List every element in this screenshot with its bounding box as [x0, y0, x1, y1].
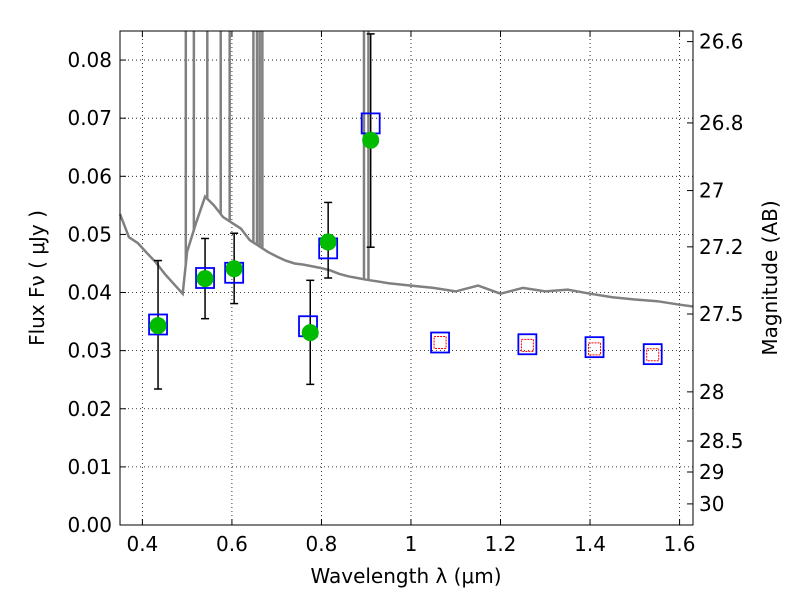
x-tick-label: 0.8 [306, 532, 338, 556]
observed-point [319, 233, 337, 251]
model-square-marker [642, 343, 663, 366]
y-tick-label: 0.05 [67, 222, 112, 246]
model-square-marker [195, 267, 215, 289]
y-axis-ticks: 0.00 0.01 0.02 0.03 0.04 0.05 0.06 0.07 0.08 [67, 48, 126, 537]
magnitude-tick-label: 26.6 [699, 30, 744, 54]
observed-point [301, 324, 319, 342]
y-axis-label: Flux Fν ( μJy ) [25, 210, 49, 346]
magnitude-tick-label: 27.5 [699, 302, 744, 326]
magnitude-tick-label: 29 [699, 460, 724, 484]
model-spectrum [118, 31, 694, 308]
magnitude-tick-label: 27.2 [699, 235, 744, 259]
x-tick-label: 1 [405, 532, 418, 556]
x-axis-ticks: 0.4 0.6 0.8 1 1.2 1.4 1.6 [126, 31, 695, 556]
prediction-square-marker [588, 342, 602, 356]
magnitude-tick-label: 28 [699, 380, 724, 404]
prediction-square-marker [433, 336, 447, 350]
x-tick-label: 1.4 [574, 532, 606, 556]
prediction-square-marker [520, 338, 534, 352]
model-square-marker [430, 331, 450, 354]
y-tick-label: 0.02 [67, 397, 112, 421]
observed-point [196, 270, 214, 288]
x-tick-label: 0.4 [126, 532, 158, 556]
y-tick-label: 0.00 [67, 513, 112, 537]
y-tick-label: 0.03 [67, 339, 112, 363]
y-tick-label: 0.08 [67, 48, 112, 72]
magnitude-tick-label: 26.8 [699, 111, 744, 135]
y-tick-label: 0.06 [67, 164, 112, 188]
magnitude-axis-label: Magnitude (AB) [758, 200, 782, 355]
x-tick-label: 0.6 [216, 532, 248, 556]
y-tick-label: 0.04 [67, 281, 112, 305]
y-tick-label: 0.01 [67, 455, 112, 479]
model-square-marker [517, 333, 538, 356]
magnitude-axis-ticks: 26.6 26.8 27 27.2 27.5 28 28.5 29 30 [687, 30, 744, 516]
observed-point [225, 260, 243, 278]
data-points [148, 33, 663, 390]
model-square-marker [584, 336, 605, 359]
magnitude-tick-label: 27 [699, 179, 724, 203]
prediction-square-marker [646, 348, 660, 362]
x-tick-label: 1.2 [485, 532, 517, 556]
magnitude-tick-label: 30 [699, 492, 724, 516]
y-tick-label: 0.07 [67, 106, 112, 130]
x-tick-label: 1.6 [664, 532, 696, 556]
x-axis-label: Wavelength λ (μm) [310, 564, 501, 588]
spectrum-line [118, 194, 694, 308]
observed-point [149, 317, 167, 335]
magnitude-tick-label: 28.5 [699, 429, 744, 453]
plot-frame [119, 30, 694, 526]
observed-point [362, 131, 380, 149]
model-square-marker [148, 313, 168, 336]
